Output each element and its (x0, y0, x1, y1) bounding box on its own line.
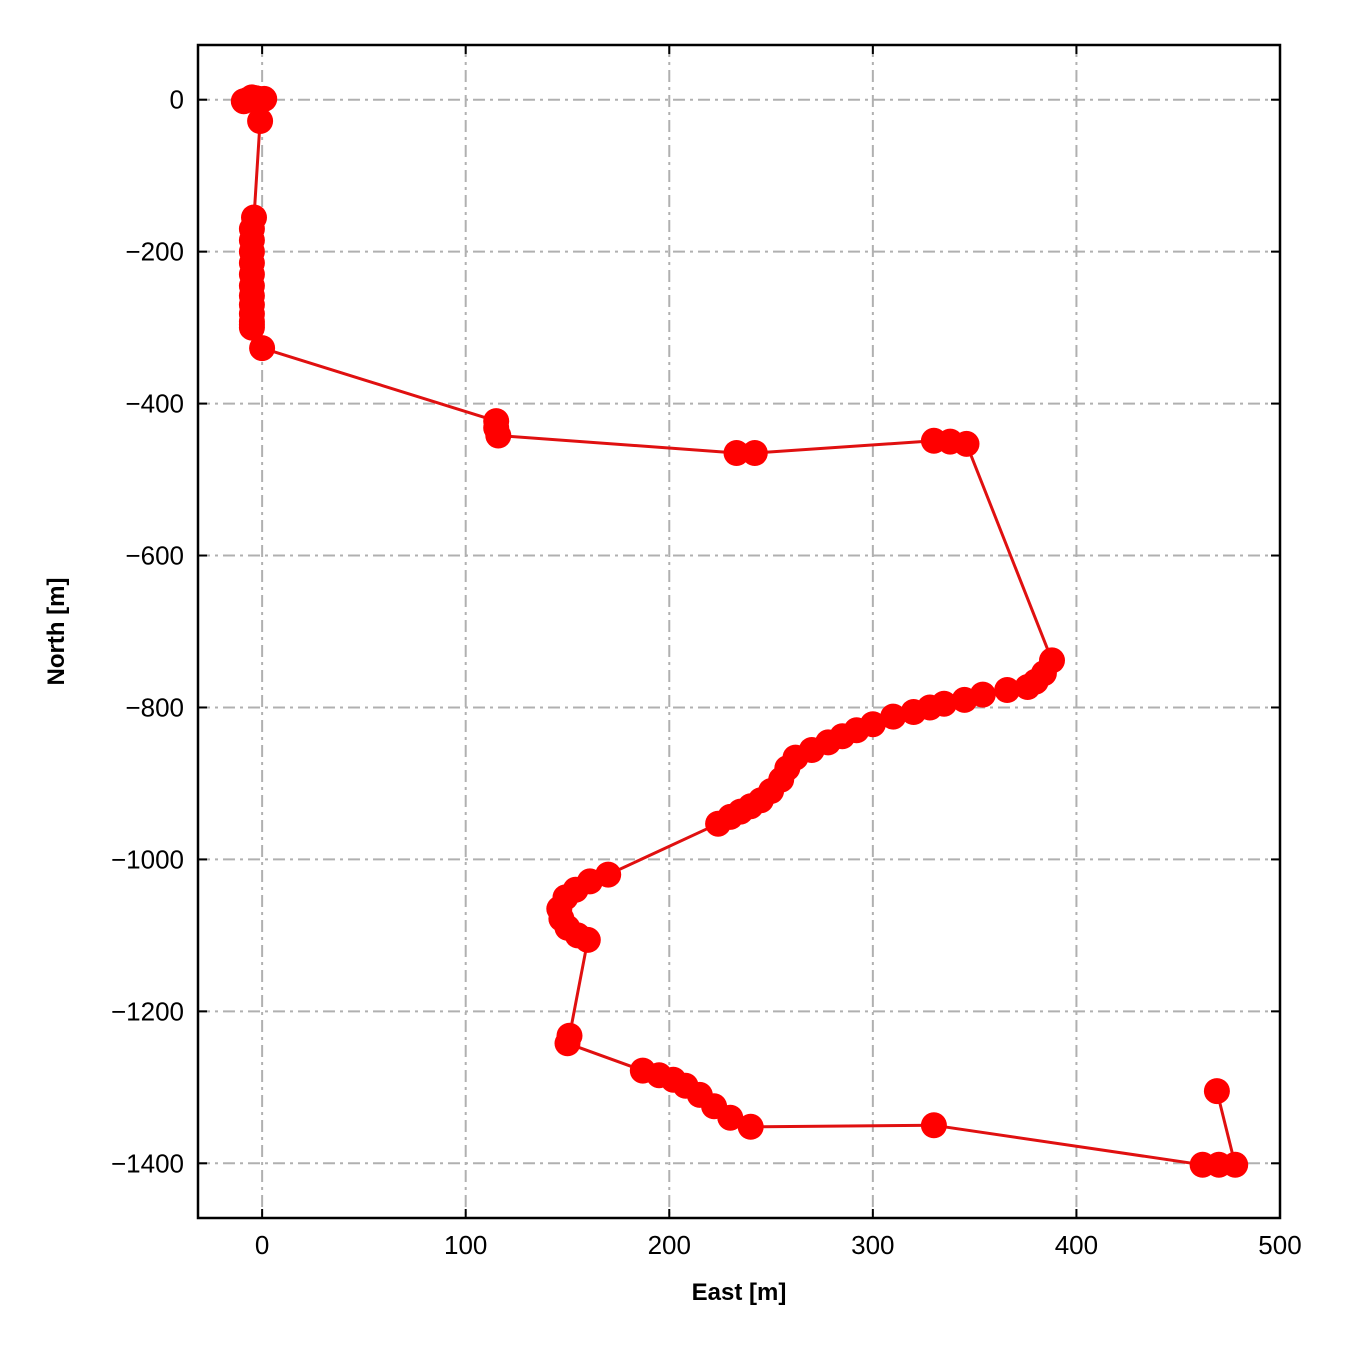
y-axis-label: North [m] (43, 578, 70, 686)
y-tick-label: 0 (170, 85, 184, 115)
x-tick-label: 300 (851, 1230, 894, 1260)
x-tick-label: 400 (1055, 1230, 1098, 1260)
x-tick-label: 200 (648, 1230, 691, 1260)
plot-frame (196, 43, 1282, 1220)
x-tick-label: 500 (1258, 1230, 1301, 1260)
data-point (249, 335, 276, 362)
data-point (247, 108, 274, 134)
data-point (485, 422, 512, 449)
x-tick-label: 100 (444, 1230, 487, 1260)
y-tick-label: −1000 (111, 844, 184, 874)
series (230, 84, 1249, 1178)
series-line (242, 95, 1237, 1167)
x-axis-label: East [m] (692, 1279, 787, 1306)
data-point (705, 810, 732, 837)
y-tick-label: −200 (125, 237, 184, 267)
data-point (951, 686, 978, 713)
y-tick-label: −600 (125, 541, 184, 571)
data-point (717, 1104, 744, 1131)
data-point (880, 703, 907, 730)
data-point (723, 440, 750, 466)
grid (198, 45, 1281, 1218)
data-point (900, 699, 927, 725)
data-point (245, 85, 272, 112)
y-tick-label: −400 (125, 389, 184, 419)
y-tick-label: −1200 (111, 996, 184, 1026)
data-point (737, 1113, 764, 1140)
data-point (953, 430, 980, 457)
data-point (741, 440, 768, 466)
data-point (920, 1112, 947, 1139)
data-point (1222, 1151, 1249, 1178)
data-point (574, 926, 601, 953)
x-tick-label: 0 (255, 1230, 269, 1260)
data-point (1203, 1078, 1230, 1105)
y-tick-label: −800 (125, 692, 184, 722)
ticks: 0 100 200 300 400 500 0 −200 −400 −600 −800 −1000 −1… (111, 45, 1302, 1260)
y-tick-label: −1400 (111, 1148, 184, 1178)
data-point (994, 677, 1021, 703)
data-point (554, 1030, 581, 1057)
data-point (1014, 674, 1041, 700)
data-point (238, 311, 265, 338)
